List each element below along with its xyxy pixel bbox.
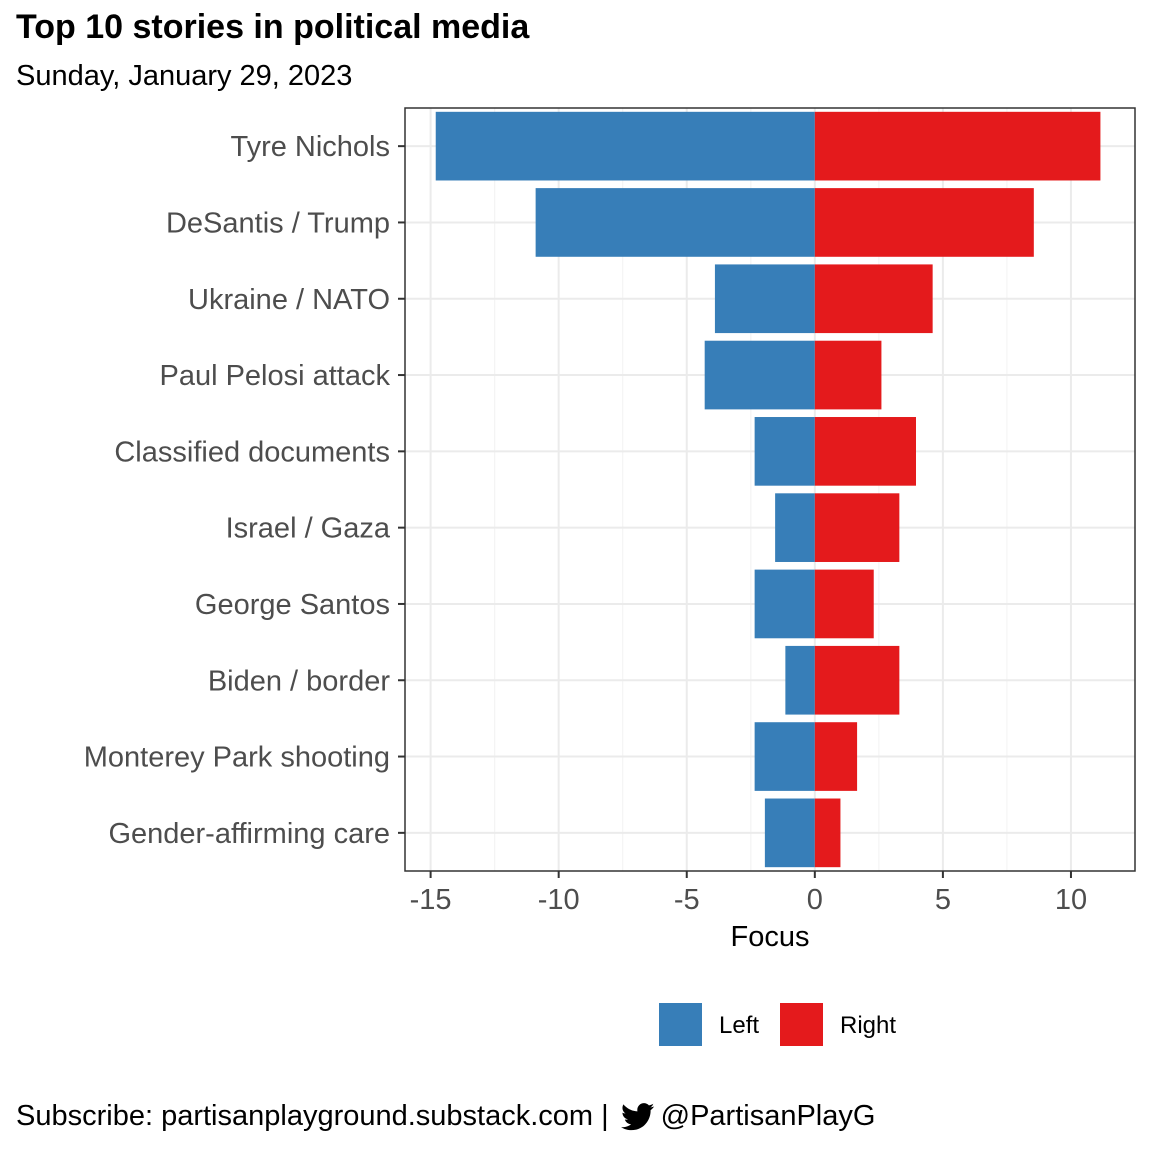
twitter-bird-icon: [620, 1102, 655, 1131]
chart-subtitle: Sunday, January 29, 2023: [16, 60, 353, 92]
caption-subscribe-text: Subscribe: partisanplayground.substack.c…: [16, 1100, 594, 1132]
y-tick-label: Ukraine / NATO: [188, 284, 390, 316]
bar-left-2: [714, 264, 815, 334]
caption-twitter-handle: @PartisanPlayG: [660, 1100, 876, 1132]
x-tick-label: 5: [935, 884, 951, 916]
bar-right-8: [814, 722, 858, 791]
x-axis-title: Focus: [731, 921, 810, 953]
y-tick-label: Tyre Nichols: [230, 131, 390, 163]
y-tick-label: Classified documents: [114, 436, 390, 468]
bar-right-2: [814, 264, 933, 334]
bar-left-4: [754, 417, 815, 486]
legend-key-right: [780, 1003, 823, 1046]
bar-right-5: [814, 493, 900, 562]
caption-separator: |: [601, 1100, 609, 1132]
legend-label-left: Left: [719, 1012, 759, 1039]
bar-right-0: [814, 111, 1101, 181]
bar-right-7: [814, 645, 900, 715]
x-tick-label: 10: [1055, 884, 1087, 916]
chart-title: Top 10 stories in political media: [16, 8, 530, 46]
bar-right-4: [814, 417, 916, 486]
y-tick-label: Gender-affirming care: [108, 818, 390, 850]
y-tick-label: Monterey Park shooting: [84, 742, 390, 774]
x-tick-label: -10: [538, 884, 580, 916]
bar-left-8: [754, 722, 815, 791]
bar-left-9: [764, 798, 815, 868]
bar-right-9: [814, 798, 841, 868]
legend-key-left: [659, 1003, 702, 1046]
bar-left-5: [775, 493, 815, 562]
bar-right-1: [814, 188, 1034, 257]
x-tick-label: -15: [410, 884, 452, 916]
bar-left-1: [535, 188, 815, 257]
y-tick-label: DeSantis / Trump: [166, 207, 390, 239]
bar-left-0: [435, 111, 815, 181]
plot-border: [404, 107, 1136, 872]
y-tick-label: George Santos: [195, 589, 390, 621]
caption: Subscribe: partisanplayground.substack.c…: [16, 1100, 875, 1133]
legend-label-right: Right: [840, 1012, 896, 1039]
bar-left-3: [704, 340, 815, 410]
y-tick-label: Israel / Gaza: [226, 513, 391, 545]
bar-left-7: [785, 645, 815, 715]
bar-right-3: [814, 340, 882, 410]
y-tick-label: Paul Pelosi attack: [159, 360, 390, 392]
y-tick-label: Biden / border: [208, 665, 391, 697]
bar-left-6: [754, 569, 815, 639]
bar-right-6: [814, 569, 874, 639]
x-tick-label: -5: [674, 884, 700, 916]
bar-chart: Tyre Nichols DeSantis / Trump Ukraine / NA…: [84, 107, 1136, 1046]
x-tick-label: 0: [807, 884, 823, 916]
